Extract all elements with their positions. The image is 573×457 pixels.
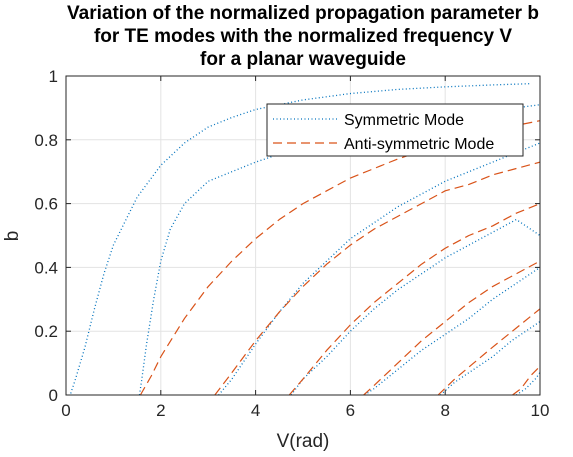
- symmetric-mode-curve-1: [138, 104, 541, 396]
- plot-frame: [65, 75, 541, 396]
- legend: Symmetric Mode Anti-symmetric Mode: [266, 103, 524, 157]
- legend-symmetric-label: Symmetric Mode: [344, 112, 464, 129]
- antisymmetric-mode-curve-2: [288, 203, 541, 396]
- symmetric-mode-curve-5: [440, 321, 541, 396]
- antisymmetric-mode-curve-4: [437, 308, 541, 396]
- chart-title: Variation of the normalized propagation …: [67, 3, 539, 70]
- x-axis-label: V(rad): [277, 431, 330, 452]
- y-tick-label: 0: [49, 386, 58, 405]
- y-tick-label: 0.4: [34, 258, 58, 277]
- x-tick-label: 4: [251, 401, 260, 420]
- chart-title-line-1: Variation of the normalized propagation …: [67, 3, 539, 24]
- y-tick-label: 0.8: [34, 131, 58, 150]
- x-tick-label: 8: [440, 401, 449, 420]
- x-tick-label: 10: [531, 401, 550, 420]
- legend-box: [266, 103, 524, 157]
- symmetric-mode-curve-0: [70, 83, 531, 394]
- y-tick-label: 0.2: [34, 322, 58, 341]
- chart-title-line-3: for a planar waveguide: [200, 49, 406, 70]
- chart-title-line-2: for TE modes with the normalized frequen…: [94, 26, 512, 47]
- x-tick-label: 6: [346, 401, 355, 420]
- x-tick-label: 0: [61, 401, 70, 420]
- antisymmetric-mode-curve-5: [512, 365, 541, 396]
- y-tick-label: 1: [49, 67, 58, 86]
- x-tick-label: 2: [156, 401, 165, 420]
- symmetric-mode-curve-3: [290, 218, 541, 396]
- symmetric-mode-curve-6: [515, 372, 541, 396]
- antisymmetric-mode-curve-1: [214, 161, 541, 396]
- y-axis-label: b: [2, 231, 23, 242]
- ticks: 0 2 4 6 8 10 0 0.2 0.4 0.6 0.8 1: [34, 67, 549, 420]
- antisymmetric-mode-curve-3: [363, 260, 541, 396]
- legend-antisymmetric-label: Anti-symmetric Mode: [344, 136, 494, 153]
- y-tick-label: 0.6: [34, 195, 58, 214]
- symmetric-mode-curve-4: [364, 266, 541, 396]
